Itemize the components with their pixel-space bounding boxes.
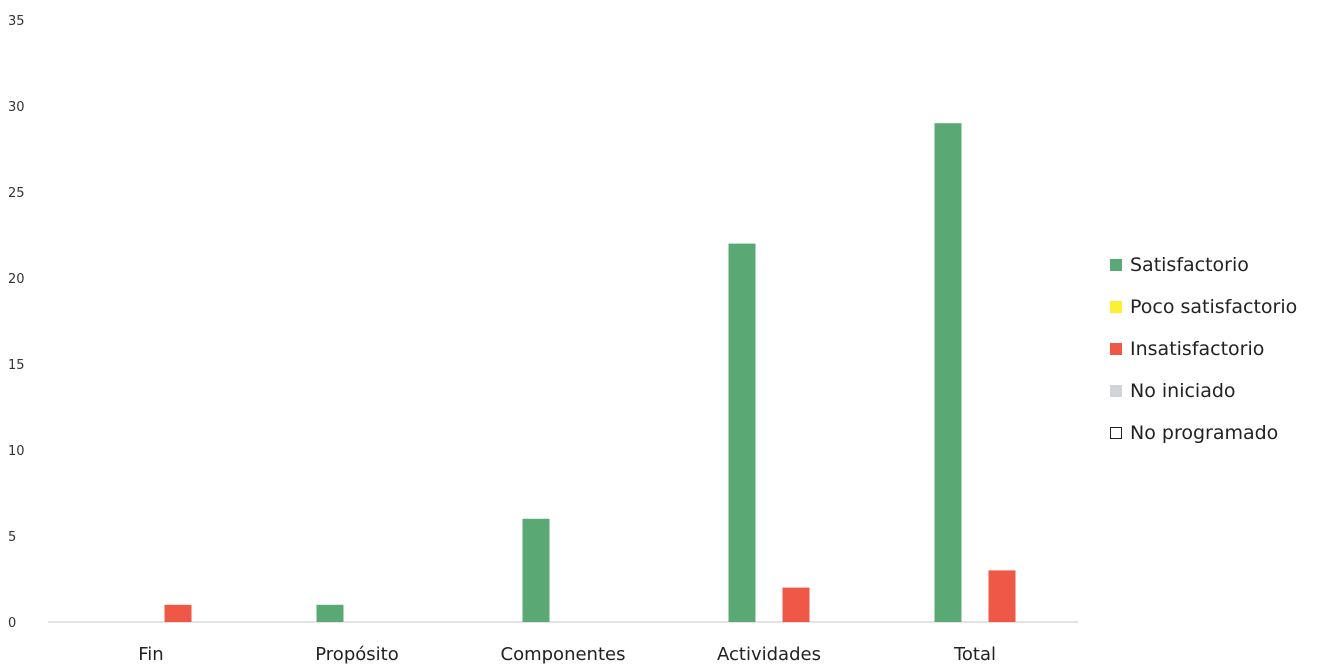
bars [164, 123, 1016, 622]
legend-label: Poco satisfactorio [1130, 296, 1298, 318]
y-tick-label: 0 [8, 616, 16, 631]
x-tick-label: Fin [138, 644, 163, 665]
x-tick-label: Total [953, 644, 996, 665]
bar-satisfactorio-propósito [316, 604, 344, 622]
legend-swatch [1110, 301, 1122, 313]
y-tick-label: 20 [8, 272, 25, 287]
x-tick-label: Propósito [315, 644, 398, 665]
y-tick-label: 5 [8, 530, 16, 545]
bar-insatisfactorio-actividades [782, 587, 810, 622]
legend-swatch [1110, 343, 1122, 355]
legend-label: No iniciado [1130, 380, 1236, 402]
legend-item: Satisfactorio [1110, 244, 1330, 286]
legend: Satisfactorio Poco satisfactorio Insatisfa… [1110, 244, 1330, 454]
y-tick-label: 30 [8, 100, 25, 115]
y-tick-label: 35 [8, 14, 25, 29]
legend-item: Insatisfactorio [1110, 328, 1330, 370]
bar-satisfactorio-componentes [522, 518, 550, 622]
y-axis-ticks: 0 5 10 15 20 25 30 35 [8, 14, 25, 631]
y-tick-label: 25 [8, 186, 25, 201]
x-tick-label: Actividades [717, 644, 821, 665]
legend-swatch [1110, 259, 1122, 271]
legend-item: No iniciado [1110, 370, 1330, 412]
bar-insatisfactorio-total [988, 570, 1016, 622]
bar-satisfactorio-total [934, 123, 962, 622]
legend-label: No programado [1130, 422, 1279, 444]
legend-item: Poco satisfactorio [1110, 286, 1330, 328]
x-tick-label: Componentes [501, 644, 626, 665]
y-tick-label: 15 [8, 358, 25, 373]
category-labels: Fin Propósito Componentes Actividades Total [138, 644, 996, 665]
bar-insatisfactorio-fin [164, 604, 192, 622]
legend-item: No programado [1110, 412, 1330, 454]
legend-swatch [1110, 385, 1122, 397]
legend-label: Satisfactorio [1130, 254, 1249, 276]
y-tick-label: 10 [8, 444, 25, 459]
legend-label: Insatisfactorio [1130, 338, 1265, 360]
legend-swatch [1110, 427, 1122, 439]
bar-satisfactorio-actividades [728, 243, 756, 622]
